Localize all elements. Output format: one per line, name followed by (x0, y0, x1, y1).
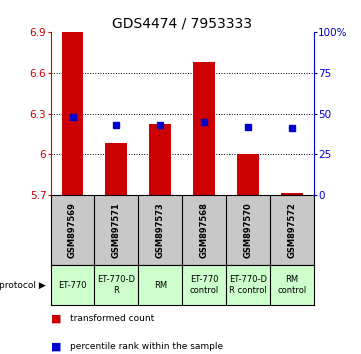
Text: protocol ▶: protocol ▶ (0, 281, 45, 290)
Text: transformed count: transformed count (70, 314, 155, 323)
Text: ET-770-D
R: ET-770-D R (97, 275, 135, 295)
Text: RM
control: RM control (278, 275, 307, 295)
Text: ■: ■ (51, 342, 61, 352)
Text: GSM897573: GSM897573 (156, 202, 165, 258)
Text: ET-770
control: ET-770 control (190, 275, 219, 295)
Text: ■: ■ (51, 314, 61, 324)
Text: ET-770: ET-770 (58, 281, 87, 290)
Text: GSM897570: GSM897570 (244, 202, 253, 258)
Text: percentile rank within the sample: percentile rank within the sample (70, 342, 223, 352)
Bar (237, 154, 259, 195)
Bar (61, 32, 83, 195)
Text: GSM897568: GSM897568 (200, 202, 209, 258)
Bar (193, 62, 215, 195)
Bar (281, 193, 303, 195)
Title: GDS4474 / 7953333: GDS4474 / 7953333 (112, 17, 252, 31)
Bar (105, 143, 127, 195)
Text: GSM897569: GSM897569 (68, 202, 77, 258)
Text: ET-770-D
R control: ET-770-D R control (229, 275, 267, 295)
Bar (149, 125, 171, 195)
Text: GSM897571: GSM897571 (112, 202, 121, 258)
Text: RM: RM (154, 281, 167, 290)
Text: GSM897572: GSM897572 (288, 202, 297, 258)
